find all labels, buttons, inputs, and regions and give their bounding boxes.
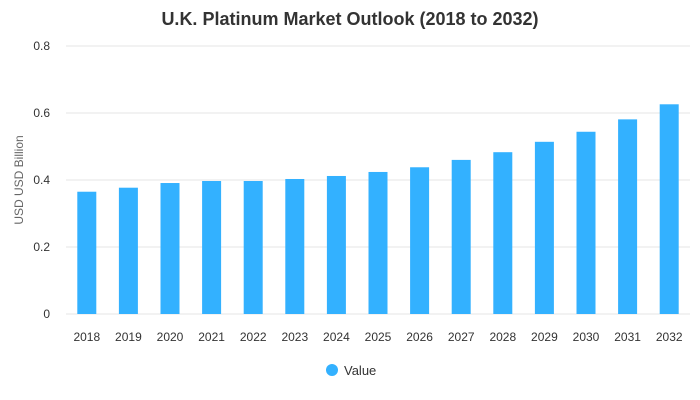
y-tick-label: 0.4 bbox=[33, 173, 50, 187]
bar-2021 bbox=[202, 181, 222, 314]
bar-2023 bbox=[285, 178, 305, 314]
x-tick-label: 2021 bbox=[198, 330, 225, 344]
bar-2025 bbox=[368, 171, 388, 314]
bar-2018 bbox=[77, 191, 97, 314]
x-tick-label: 2027 bbox=[448, 330, 475, 344]
bar-2029 bbox=[534, 141, 554, 314]
legend-label: Value bbox=[344, 363, 376, 378]
x-tick-label: 2029 bbox=[531, 330, 558, 344]
bar-2019 bbox=[118, 187, 138, 314]
bar-2026 bbox=[410, 167, 430, 314]
legend-marker bbox=[326, 364, 338, 376]
bar-2022 bbox=[243, 181, 263, 314]
x-tick-label: 2031 bbox=[614, 330, 641, 344]
y-tick-label: 0.8 bbox=[33, 39, 50, 53]
x-tick-label: 2030 bbox=[573, 330, 600, 344]
bar-2024 bbox=[326, 175, 346, 314]
bar-2020 bbox=[160, 183, 180, 314]
chart-title: U.K. Platinum Market Outlook (2018 to 20… bbox=[161, 9, 539, 29]
bar-2031 bbox=[618, 119, 638, 315]
y-axis-title: USD USD Billion bbox=[12, 135, 26, 224]
y-tick-label: 0.2 bbox=[33, 240, 50, 254]
x-tick-label: 2025 bbox=[365, 330, 392, 344]
y-tick-label: 0.6 bbox=[33, 106, 50, 120]
bar-2030 bbox=[576, 131, 596, 314]
x-tick-label: 2024 bbox=[323, 330, 350, 344]
bar-2028 bbox=[493, 152, 513, 314]
x-tick-label: 2022 bbox=[240, 330, 267, 344]
bar-2027 bbox=[451, 159, 471, 314]
x-tick-label: 2023 bbox=[281, 330, 308, 344]
y-tick-label: 0 bbox=[43, 307, 50, 321]
bar-2032 bbox=[659, 104, 679, 314]
x-tick-label: 2018 bbox=[73, 330, 100, 344]
x-tick-label: 2019 bbox=[115, 330, 142, 344]
x-tick-label: 2032 bbox=[656, 330, 683, 344]
x-tick-label: 2028 bbox=[489, 330, 516, 344]
x-tick-label: 2026 bbox=[406, 330, 433, 344]
x-tick-label: 2020 bbox=[157, 330, 184, 344]
